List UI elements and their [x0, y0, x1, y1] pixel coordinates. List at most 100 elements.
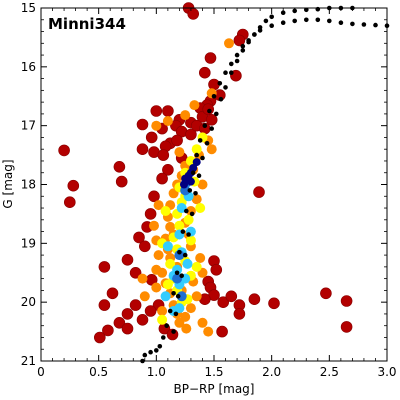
field-star-point [340, 295, 353, 307]
isochrone-point [179, 273, 184, 279]
member-star-point [151, 120, 162, 131]
isochrone-point [186, 232, 191, 237]
field-star-point [139, 240, 151, 253]
member-star-point [153, 200, 164, 211]
field-star-point [94, 331, 106, 344]
isochrone-point [193, 191, 198, 196]
isochrone-point [223, 85, 228, 90]
member-star-point [191, 194, 202, 205]
member-star-point [197, 179, 208, 190]
isochrone-point [350, 21, 355, 27]
field-star-point [136, 143, 149, 155]
member-star-point [191, 261, 202, 272]
member-star-point [165, 221, 176, 232]
field-star-point [98, 261, 111, 273]
member-star-point [151, 264, 162, 275]
field-stars-layer [58, 2, 353, 344]
member-star-point [180, 311, 191, 322]
isochrone-point [257, 25, 263, 30]
member-star-point [174, 250, 185, 261]
isochrone-point [234, 52, 240, 58]
member-star-point [174, 220, 185, 231]
isochrone-point [263, 18, 269, 24]
isochrone-point [229, 61, 234, 67]
field-star-point [150, 105, 163, 117]
isochrone-point [164, 323, 169, 329]
x-tick-label: 0.5 [89, 365, 108, 379]
x-axis-label: BP−RP [mag] [174, 382, 255, 396]
member-star-point [183, 214, 194, 225]
isochrone-point [338, 20, 344, 26]
member-star-point [149, 220, 159, 231]
isochrone-point [190, 170, 196, 175]
member-star-point [197, 317, 208, 328]
isochrone-point [304, 17, 309, 23]
y-tick-label: 17 [21, 119, 36, 133]
field-star-point [106, 287, 119, 300]
member-star-point [160, 291, 171, 302]
isochrone-point [182, 252, 188, 258]
member-star-point [203, 326, 214, 337]
field-star-point [210, 263, 223, 276]
isochrone-point [218, 96, 224, 102]
member-star-point [189, 100, 200, 111]
member-star-point [192, 158, 201, 167]
member-star-point [195, 203, 206, 213]
member-star-point [195, 253, 206, 263]
x-tick-label: 2.0 [262, 365, 281, 379]
isochrone-point [373, 22, 378, 28]
isochrone-point [180, 229, 186, 234]
isochrone-point [240, 48, 246, 53]
field-star-point [136, 313, 149, 326]
field-star-point [115, 175, 128, 188]
member-star-point [180, 110, 191, 121]
isochrone-point [229, 70, 234, 75]
x-tick-label: 1.0 [147, 365, 166, 379]
y-tick-label: 20 [21, 295, 36, 309]
field-star-point [185, 128, 197, 141]
members-layer [137, 38, 234, 337]
field-star-point [144, 305, 157, 317]
field-star-point [136, 118, 149, 131]
member-star-point [224, 38, 234, 49]
member-star-point [157, 306, 168, 316]
member-star-point [160, 206, 171, 216]
x-tick-label: 0 [37, 365, 45, 379]
isochrone-point [246, 39, 251, 45]
isochrone-point [177, 249, 182, 255]
isochrone-point [209, 126, 214, 131]
member-star-point [165, 258, 176, 269]
isochrone-point [361, 22, 367, 27]
field-star-point [162, 164, 174, 176]
field-star-point [156, 172, 168, 185]
x-tick-label: 2.5 [320, 365, 339, 379]
x-tick-label: 1.5 [204, 365, 223, 379]
field-star-point [129, 299, 142, 311]
y-tick-label: 21 [21, 354, 36, 368]
field-star-point [217, 296, 229, 309]
isochrone-point [142, 352, 148, 358]
axis-ticks: 0 0.5 1.0 1.5 2.0 2.5 3.0 15 16 17 18 19 20 21 [21, 1, 397, 379]
isochrone-point [148, 349, 153, 355]
field-star-point [121, 322, 134, 335]
field-star-point [145, 131, 158, 144]
isochrone-point [154, 348, 159, 353]
isochrone-point [240, 43, 246, 49]
field-star-point [144, 208, 157, 220]
member-star-point [176, 291, 187, 302]
member-star-point [162, 279, 173, 290]
field-star-point [171, 134, 183, 147]
member-star-point [181, 323, 192, 334]
field-star-point [67, 179, 80, 192]
isochrone-point [234, 58, 240, 64]
field-star-point [205, 114, 218, 126]
isochrone-point [280, 10, 286, 15]
x-tick-label: 3.0 [377, 365, 396, 379]
isochrone-point [174, 270, 180, 276]
y-tick-label: 18 [21, 178, 36, 192]
member-star-point [153, 250, 164, 261]
member-star-point [191, 291, 202, 302]
y-tick-label: 16 [21, 60, 36, 74]
isochrone-point [194, 152, 199, 158]
